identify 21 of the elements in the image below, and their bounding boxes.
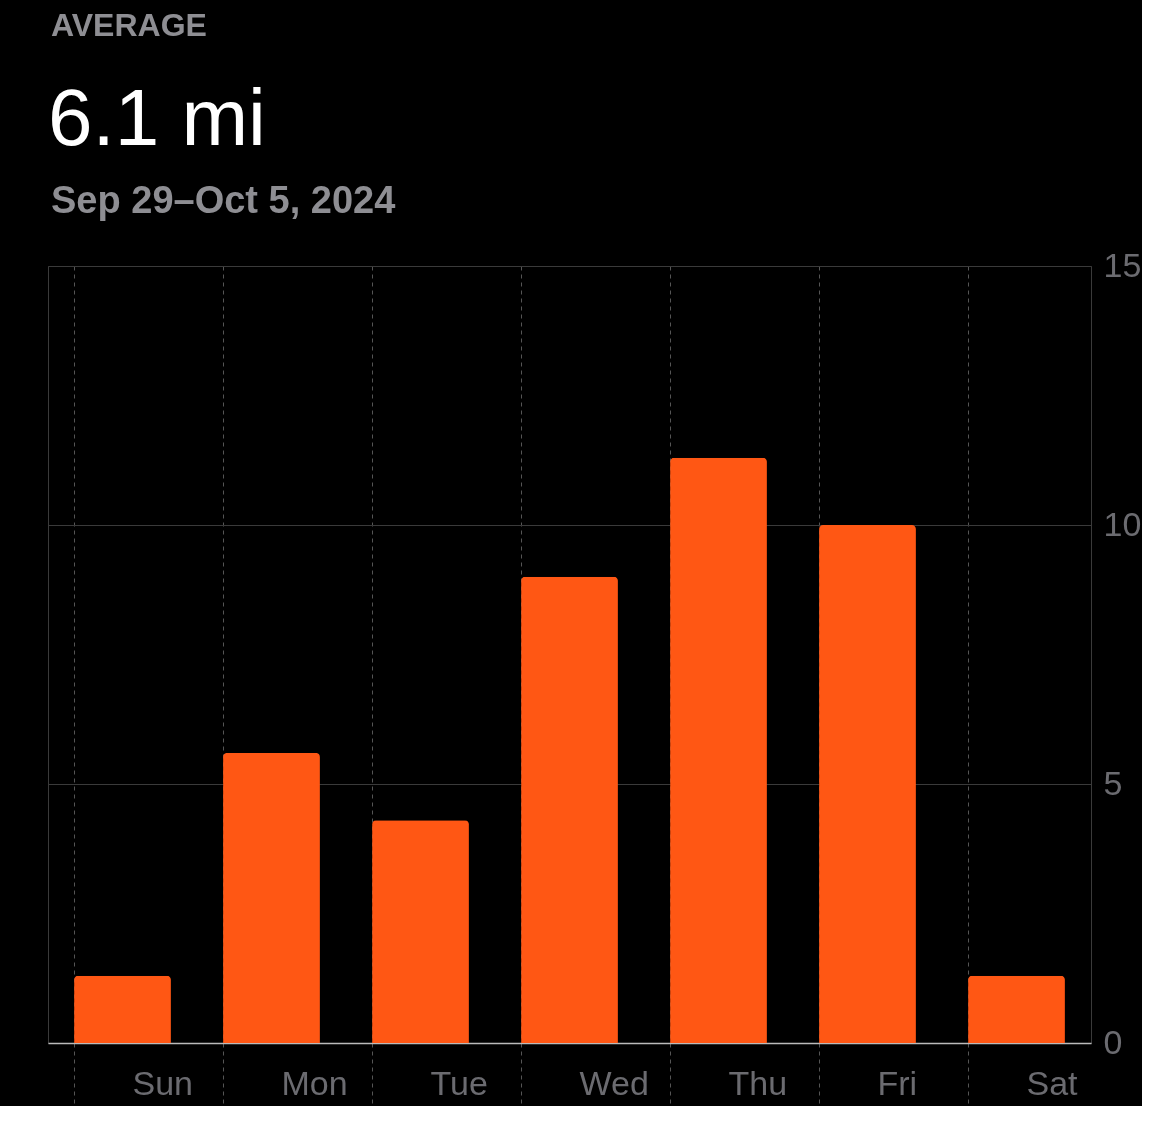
y-tick-label: 15 (1103, 245, 1142, 284)
x-tick-label: Wed (579, 1063, 649, 1102)
bar (819, 525, 916, 1043)
x-tick-label: Sun (132, 1063, 193, 1102)
chart-title: 6.1 mi (48, 73, 266, 162)
bar (223, 752, 320, 1043)
x-tick-label: Mon (281, 1063, 348, 1102)
x-tick-label: Sat (1026, 1063, 1079, 1102)
bar (372, 820, 469, 1043)
bar (74, 975, 171, 1043)
text: AVERAGE (51, 7, 207, 43)
y-tick-label: 10 (1103, 504, 1142, 543)
x-tick-label: Thu (728, 1063, 788, 1102)
bar (521, 576, 618, 1043)
x-tick-label: Tue (430, 1063, 488, 1102)
bar (670, 457, 767, 1043)
bar (968, 975, 1065, 1043)
chart-subtitle: Sep 29–Oct 5, 2024 (51, 179, 396, 221)
x-tick-label: Fri (877, 1063, 918, 1102)
y-tick-label: 0 (1103, 1022, 1123, 1061)
y-tick-label: 5 (1103, 763, 1123, 802)
